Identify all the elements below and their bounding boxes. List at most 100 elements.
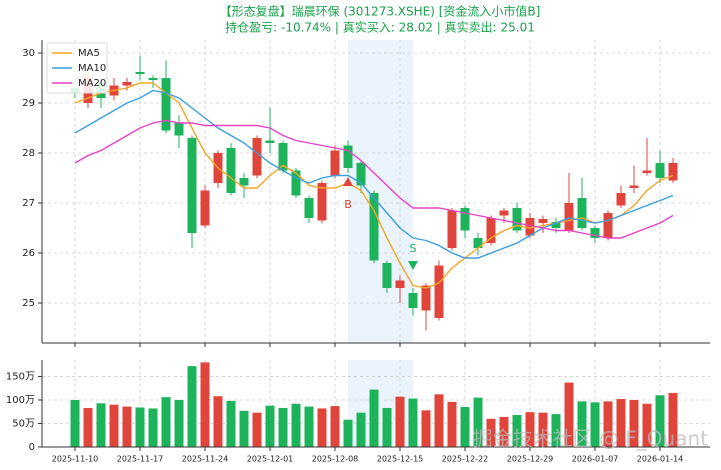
y-tick-label: 30 [22, 48, 35, 59]
candle-body [551, 222, 561, 228]
candle-body [473, 238, 483, 248]
candle-body [265, 140, 275, 143]
x-tick-label: 2025-12-01 [247, 455, 294, 464]
volume-bar [538, 412, 548, 447]
candle-body [161, 78, 171, 131]
candle-body [538, 219, 548, 223]
candle-body [252, 138, 262, 176]
volume-bar [343, 419, 353, 447]
volume-bar [447, 401, 457, 447]
volume-bar [96, 403, 106, 447]
volume-bar [122, 406, 132, 447]
signal-marker [408, 261, 418, 270]
candle-body [603, 213, 613, 238]
volume-bar [590, 402, 600, 447]
candle-body [226, 148, 236, 193]
volume-bar [187, 366, 197, 447]
volume-bar [434, 394, 444, 447]
candle-body [577, 198, 587, 228]
candle-body [356, 163, 366, 186]
y-tick-label: 27 [22, 198, 35, 209]
candle-body [421, 285, 431, 311]
volume-bar [460, 407, 470, 447]
candle-body [174, 123, 184, 136]
y-tick-label: 100万 [6, 395, 35, 406]
candle-body [382, 263, 392, 288]
x-tick-label: 2025-12-22 [442, 455, 489, 464]
signal-label: S [410, 242, 417, 255]
candle-body [200, 190, 210, 226]
volume-bar [655, 395, 665, 447]
volume-bar [382, 407, 392, 447]
volume-bar [668, 392, 678, 447]
candle-body [122, 82, 132, 86]
volume-bar [213, 396, 223, 447]
candle-body [499, 210, 509, 216]
x-tick-label: 2026-01-14 [637, 455, 684, 464]
volume-bar [83, 407, 93, 447]
legend-label: MA20 [78, 78, 106, 89]
volume-bar [161, 397, 171, 447]
x-tick-label: 2025-11-17 [117, 455, 164, 464]
volume-bar [616, 399, 626, 447]
candle-body [512, 208, 522, 231]
candle-body [486, 218, 496, 243]
x-tick-label: 2025-11-24 [182, 455, 229, 464]
volume-bar [564, 382, 574, 447]
candle-body [317, 183, 327, 221]
x-tick-label: 2025-11-10 [52, 455, 99, 464]
volume-bar [525, 412, 535, 447]
y-tick-label: 29 [22, 98, 35, 109]
volume-bar [551, 414, 561, 447]
candle-body [590, 228, 600, 238]
candle-body [434, 265, 444, 318]
x-tick-label: 2025-12-29 [507, 455, 554, 464]
volume-bar [369, 389, 379, 447]
volume-bar [577, 401, 587, 447]
volume-bar [265, 405, 275, 447]
x-tick-label: 2026-01-07 [572, 455, 619, 464]
chart-title: 【形态复盘】瑞晨环保 (301273.XSHE) [资金流入小市值B] [220, 4, 541, 19]
volume-bar [148, 408, 158, 447]
chart-subtitle: 持仓盈亏: -10.74% | 真实买入: 28.02 | 真实卖出: 25.0… [225, 20, 535, 35]
candle-body [642, 170, 652, 173]
candle-body [408, 293, 418, 308]
signal-label: B [344, 198, 352, 211]
x-tick-label: 2025-12-08 [312, 455, 359, 464]
candle-body [447, 210, 457, 248]
volume-bar [70, 399, 80, 447]
legend-label: MA5 [78, 48, 100, 59]
volume-bar [356, 412, 366, 447]
ma-line [74, 82, 674, 289]
candle-body [564, 203, 574, 231]
volume-bar [499, 416, 509, 447]
candle-body [668, 163, 678, 181]
legend-box [46, 42, 108, 94]
volume-bar [629, 399, 639, 447]
highlight-region [348, 40, 413, 343]
candle-body [629, 185, 639, 188]
volume-bar [395, 396, 405, 447]
ma-line [74, 119, 674, 239]
volume-bar [330, 406, 340, 447]
volume-bar [642, 403, 652, 447]
y-tick-label: 26 [22, 248, 35, 259]
candle-body [460, 208, 470, 231]
volume-bar [486, 418, 496, 447]
volume-bar [304, 406, 314, 447]
y-tick-label: 0 [29, 442, 35, 453]
volume-bar [278, 407, 288, 447]
candle-body [616, 193, 626, 206]
y-tick-label: 28 [22, 148, 35, 159]
y-tick-label: 25 [22, 298, 35, 309]
volume-bar [317, 408, 327, 447]
volume-bar [135, 407, 145, 447]
volume-bar [252, 412, 262, 447]
x-tick-label: 2025-12-15 [377, 455, 424, 464]
candle-body [525, 218, 535, 236]
volume-bar [200, 362, 210, 447]
candle-body [135, 72, 145, 74]
candle-body [655, 163, 665, 178]
volume-bar [291, 403, 301, 447]
